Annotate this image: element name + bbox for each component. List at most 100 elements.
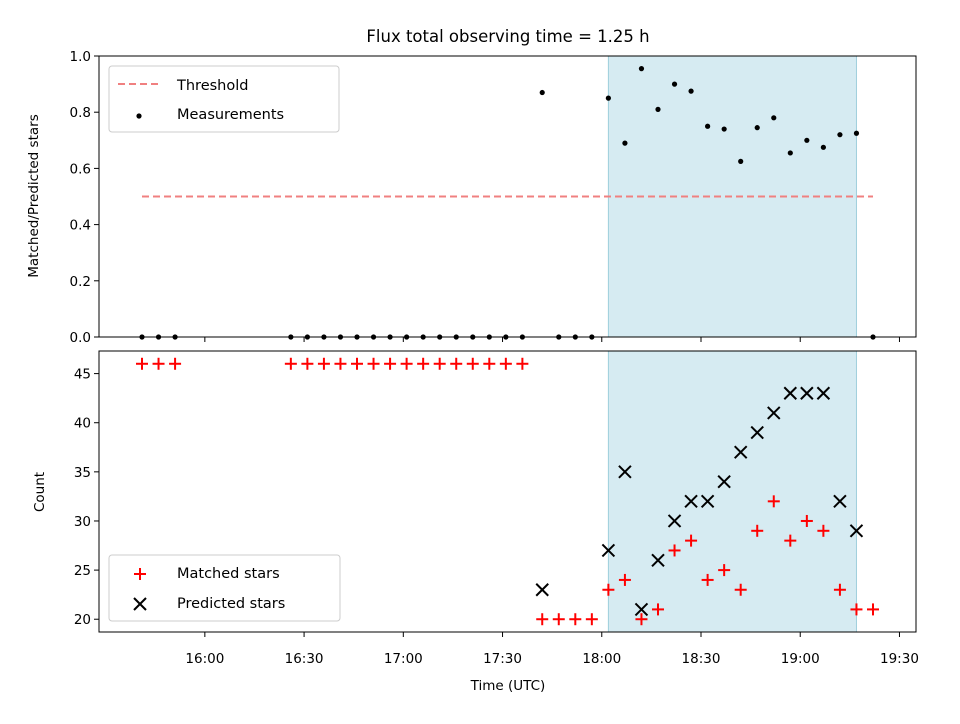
- legend-measurements-label: Measurements: [177, 107, 284, 123]
- predicted-star-marker: [750, 425, 764, 440]
- matched-star-marker: [652, 603, 664, 616]
- top-y-tick-label: 0.8: [70, 105, 91, 121]
- matched-star-marker: [635, 613, 648, 626]
- measurement-point: [837, 132, 843, 138]
- legend-matched-swatch: [134, 568, 146, 580]
- measurement-point: [820, 144, 826, 150]
- matched-star-marker: [367, 357, 380, 370]
- measurement-point: [638, 66, 645, 72]
- bottom-panel-frame: [98, 350, 917, 633]
- matched-star-marker: [850, 603, 863, 616]
- bottom-y-tick-label: 40: [74, 416, 91, 432]
- predicted-star-marker: [684, 494, 698, 509]
- x-tick-label: 19:30: [880, 651, 919, 667]
- matched-star-marker: [351, 357, 363, 370]
- x-tick-label: 16:30: [285, 651, 324, 667]
- measurement-point: [622, 140, 628, 146]
- matched-star-marker: [618, 573, 631, 586]
- x-tick-label: 18:30: [682, 651, 721, 667]
- matched-star-marker: [450, 357, 463, 370]
- matched-star-marker: [569, 613, 582, 626]
- measurement-point: [738, 158, 744, 164]
- matched-star-marker: [784, 534, 797, 547]
- matched-star-marker: [800, 514, 813, 527]
- matched-star-marker: [536, 613, 549, 626]
- predicted-star-marker: [800, 386, 814, 400]
- matched-star-marker: [602, 583, 615, 596]
- bottom-y-tick-label: 20: [74, 612, 91, 628]
- measurement-point: [804, 137, 810, 143]
- predicted-star-marker: [767, 406, 781, 420]
- matched-star-marker: [701, 573, 714, 586]
- matched-stars-points: [136, 357, 879, 626]
- bottom-y-tick-label: 25: [74, 563, 91, 579]
- matched-star-marker: [152, 357, 165, 370]
- top-y-axis-label: Matched/Predicted stars: [26, 114, 42, 277]
- x-tick-label: 17:30: [483, 651, 522, 667]
- measurement-points: [139, 66, 876, 340]
- matched-star-marker: [685, 534, 698, 547]
- top-y-tick-label: 0.0: [70, 330, 91, 346]
- top-legend: Threshold Measurements: [108, 65, 340, 133]
- matched-star-marker: [317, 357, 330, 370]
- predicted-star-marker: [651, 553, 665, 567]
- legend-measurements-swatch: [136, 113, 142, 119]
- matched-star-marker: [433, 357, 446, 370]
- top-legend-box: [108, 65, 340, 133]
- matched-star-marker: [466, 357, 479, 370]
- matched-star-marker: [668, 544, 681, 557]
- bottom-y-tick-label: 45: [74, 367, 91, 383]
- matched-star-marker: [718, 564, 731, 577]
- measurement-point: [688, 88, 694, 94]
- matched-star-marker: [384, 357, 397, 370]
- bottom-shaded-region: [607, 350, 857, 633]
- matched-star-marker: [585, 613, 598, 626]
- legend-threshold-label: Threshold: [176, 78, 248, 94]
- x-tick-label: 17:00: [384, 651, 423, 667]
- measurement-point: [671, 81, 678, 87]
- predicted-star-marker: [833, 494, 847, 509]
- predicted-stars-points: [535, 386, 864, 617]
- legend-matched-label: Matched stars: [177, 566, 280, 582]
- x-tick-label: 19:00: [781, 651, 820, 667]
- predicted-star-marker: [700, 494, 715, 509]
- chart-title: Flux total observing time = 1.25 h: [366, 27, 649, 46]
- bottom-panel: 20 25 30 35 40 45 16:00 16:30 17:00 17:30 18:00 18…: [74, 350, 919, 667]
- matched-star-marker: [417, 357, 430, 370]
- top-y-tick-label: 1.0: [70, 49, 91, 65]
- bottom-y-axis: 20 25 30 35 40 45: [74, 367, 99, 628]
- matched-star-marker: [499, 357, 512, 370]
- predicted-star-marker: [601, 543, 616, 558]
- top-y-tick-label: 0.6: [70, 161, 91, 177]
- matched-star-marker: [516, 357, 529, 370]
- top-panel-frame: [98, 55, 917, 338]
- bottom-y-axis-label: Count: [32, 472, 48, 512]
- matched-star-marker: [284, 357, 297, 370]
- predicted-star-marker: [849, 524, 864, 538]
- predicted-star-marker: [667, 514, 682, 528]
- legend-predicted-swatch: [133, 597, 147, 611]
- measurement-point: [721, 126, 727, 132]
- predicted-star-marker: [717, 474, 731, 489]
- matched-star-marker: [169, 357, 182, 370]
- bottom-legend-box: [108, 554, 341, 622]
- measurement-point: [853, 130, 860, 136]
- matched-star-marker: [751, 524, 764, 537]
- bottom-y-tick-label: 30: [74, 514, 91, 530]
- matched-star-marker: [136, 357, 148, 370]
- matched-star-marker: [867, 603, 879, 616]
- predicted-star-marker: [618, 465, 632, 479]
- top-y-axis: 0.0 0.2 0.4 0.6 0.8 1.0: [70, 49, 99, 346]
- matched-star-marker: [334, 357, 347, 370]
- bottom-legend: Matched stars Predicted stars: [108, 554, 341, 622]
- measurement-point: [754, 125, 760, 131]
- measurement-point: [539, 89, 545, 96]
- top-y-tick-label: 0.4: [70, 218, 91, 234]
- predicted-star-marker: [634, 602, 649, 617]
- x-axis-label: Time (UTC): [470, 678, 546, 694]
- matched-star-marker: [817, 524, 830, 537]
- top-y-tick-label: 0.2: [70, 274, 91, 290]
- top-x-tick-marks: [204, 337, 900, 342]
- measurement-point: [705, 123, 711, 129]
